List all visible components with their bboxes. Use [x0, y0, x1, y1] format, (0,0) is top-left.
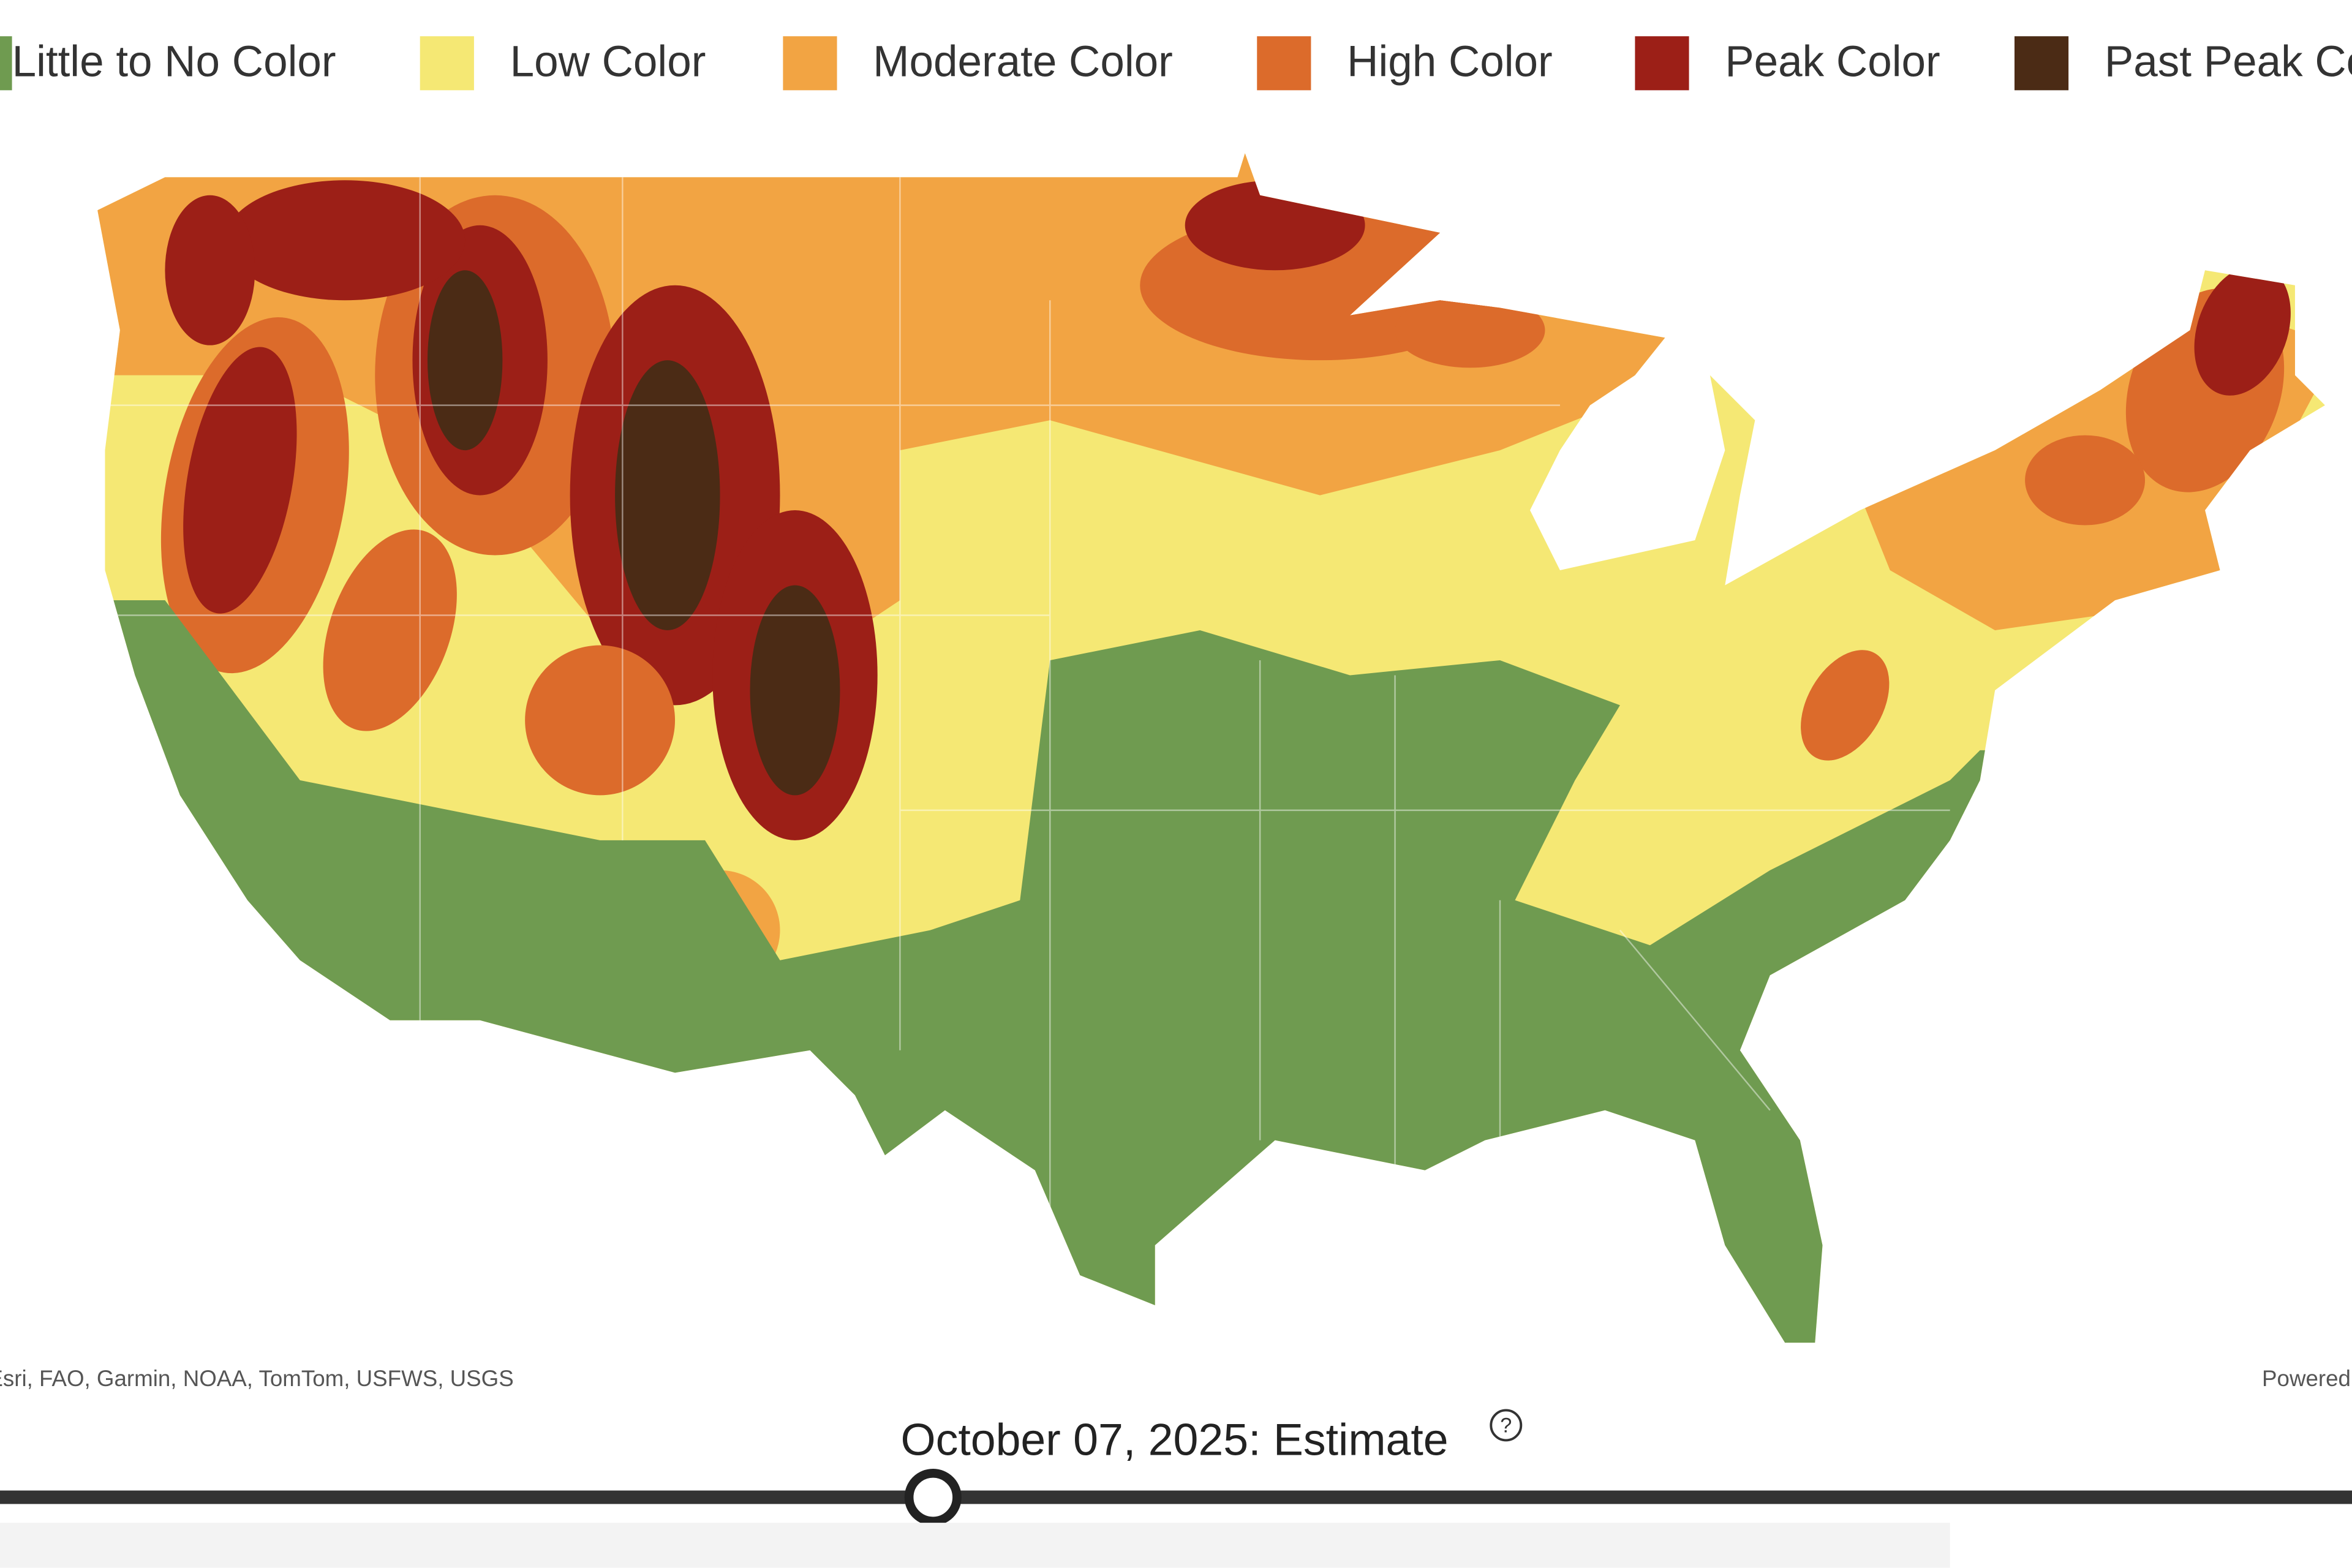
bottom-bar: [0, 1523, 1950, 1568]
legend-swatch: [420, 36, 474, 91]
state-lines: [97, 177, 1950, 1343]
map-region: [525, 645, 676, 796]
legend-swatch: [1635, 36, 1689, 91]
map-region: [1395, 292, 1545, 368]
legend: Little to No Color Low Color Moderate Colo…: [0, 36, 2352, 91]
slider-thumb[interactable]: [904, 1468, 962, 1526]
map-region: [2194, 265, 2291, 396]
legend-label: Past Peak Color: [2105, 37, 2352, 86]
map-attribution: Esri, FAO, Garmin, NOAA, TomTom, USFWS, …: [0, 1366, 514, 1391]
legend-label: Little to No Color: [12, 37, 336, 86]
map-credit: Powered by Esri: [2262, 1366, 2352, 1391]
map-region: [225, 180, 466, 301]
map-region: [1185, 180, 1365, 271]
legend-label: Low Color: [510, 37, 706, 86]
map-region: [165, 195, 255, 345]
legend-label: Moderate Color: [873, 37, 1172, 86]
map-region: [183, 347, 297, 614]
map-region: [750, 585, 840, 796]
map-region: [1801, 650, 1890, 761]
map-region: [323, 529, 457, 731]
map-region: [427, 270, 503, 451]
date-label: October 07, 2025: Estimate: [900, 1414, 1448, 1465]
legend-label: Peak Color: [1725, 37, 1940, 86]
legend-swatch: [1257, 36, 1311, 91]
svg-text:?: ?: [1500, 1414, 1512, 1437]
legend-swatch: [0, 36, 12, 91]
legend-swatch: [2014, 36, 2069, 91]
map-region: [2025, 435, 2146, 526]
map-region: [615, 360, 720, 630]
legend-label: High Color: [1347, 37, 1552, 86]
legend-swatch: [783, 36, 837, 91]
help-icon[interactable]: ?: [1490, 1409, 1523, 1442]
